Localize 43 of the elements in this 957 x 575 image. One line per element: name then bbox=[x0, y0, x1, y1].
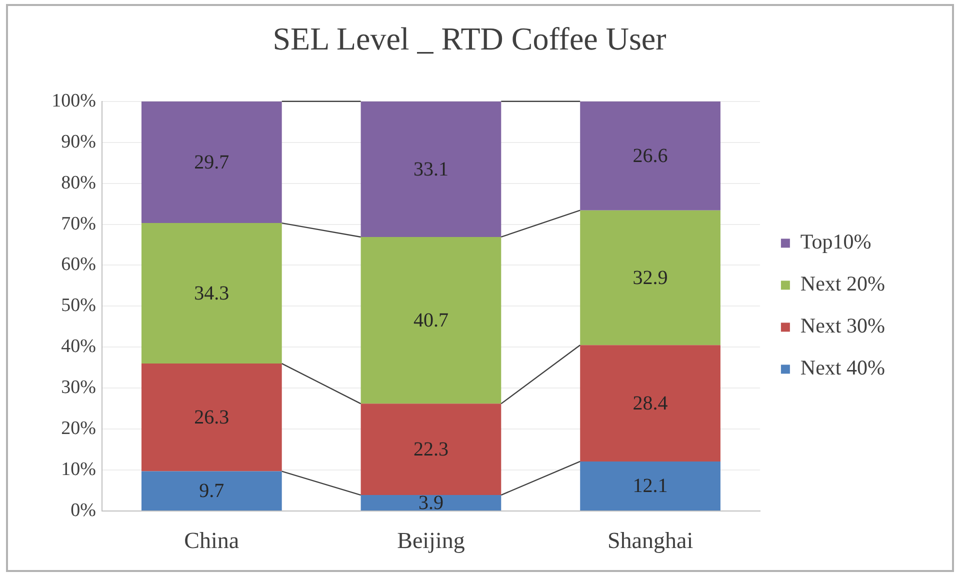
bar bbox=[360, 236, 502, 404]
y-tick-label: 10% bbox=[61, 459, 96, 480]
bar bbox=[360, 101, 502, 237]
legend-label: Next 40% bbox=[800, 356, 886, 380]
x-tick-label: China bbox=[184, 528, 240, 553]
y-tick-label: 100% bbox=[52, 90, 96, 112]
y-tick-label: 50% bbox=[61, 295, 96, 316]
y-tick-label: 0% bbox=[70, 500, 96, 521]
data-label: 26.3 bbox=[194, 406, 230, 429]
data-label: 3.9 bbox=[418, 492, 444, 514]
legend-label: Next 30% bbox=[800, 314, 886, 338]
y-tick-label: 20% bbox=[61, 418, 96, 440]
bar bbox=[580, 210, 720, 346]
y-tick-label: 60% bbox=[61, 254, 96, 276]
bar bbox=[580, 101, 720, 210]
y-tick-label: 70% bbox=[61, 213, 96, 234]
bar bbox=[580, 461, 720, 510]
x-tick-label: Beijing bbox=[397, 528, 466, 553]
bar bbox=[141, 471, 282, 510]
bar bbox=[141, 223, 282, 364]
bar bbox=[141, 364, 282, 472]
data-label: 34.3 bbox=[194, 282, 230, 305]
bar bbox=[580, 345, 720, 462]
y-tick-label: 30% bbox=[61, 377, 96, 398]
y-tick-label: 90% bbox=[61, 131, 96, 152]
data-label: 9.7 bbox=[199, 480, 224, 502]
bar bbox=[360, 404, 502, 496]
data-label: 40.7 bbox=[413, 310, 448, 332]
bar bbox=[360, 495, 502, 510]
x-tick-label: Shanghai bbox=[607, 528, 694, 553]
chart-title: SEL Level _ RTD Coffee User bbox=[272, 20, 667, 57]
data-label: 28.4 bbox=[632, 392, 668, 415]
data-label: 33.1 bbox=[413, 158, 448, 180]
legend-label: Top10% bbox=[800, 230, 872, 254]
data-label: 32.9 bbox=[632, 266, 668, 289]
data-label: 26.6 bbox=[632, 145, 668, 168]
y-tick-label: 40% bbox=[61, 336, 96, 358]
legend-label: Next 20% bbox=[800, 272, 886, 296]
bar bbox=[141, 101, 282, 224]
data-label: 12.1 bbox=[632, 475, 668, 498]
y-tick-label: 80% bbox=[61, 172, 96, 194]
data-label: 29.7 bbox=[194, 151, 230, 174]
data-label: 22.3 bbox=[413, 438, 448, 461]
